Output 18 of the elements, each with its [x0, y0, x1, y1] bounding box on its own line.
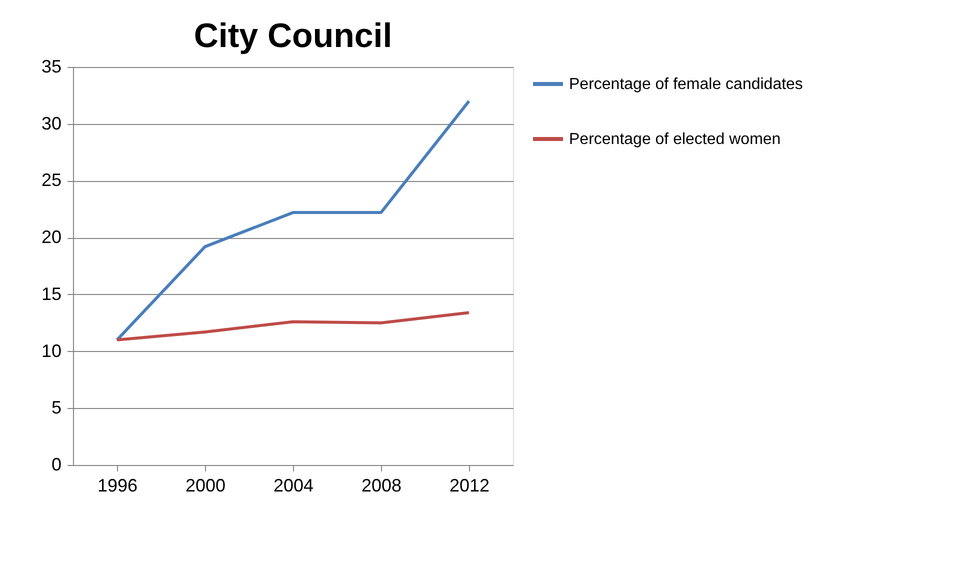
legend-label: Percentage of elected women — [569, 131, 781, 148]
chart-title: City Council — [194, 17, 392, 55]
y-tick-label: 20 — [41, 227, 62, 248]
y-tick-label: 25 — [41, 170, 62, 190]
line-series — [116, 311, 470, 342]
x-tick-label: 2004 — [273, 476, 314, 496]
x-tick-label: 2012 — [449, 476, 490, 496]
y-tick-label: 15 — [41, 284, 62, 304]
x-tick-label: 2000 — [185, 476, 226, 496]
line-series — [116, 100, 470, 342]
legend-label: Percentage of female candidates — [569, 76, 803, 93]
y-tick-label: 35 — [41, 56, 62, 76]
y-tick-label: 10 — [41, 340, 62, 361]
y-tick-label: 0 — [51, 454, 62, 474]
x-tick-label: 2008 — [361, 476, 402, 496]
x-tick-label: 1996 — [97, 476, 138, 496]
y-tick-label: 30 — [41, 113, 62, 134]
y-tick-label: 5 — [51, 398, 62, 418]
